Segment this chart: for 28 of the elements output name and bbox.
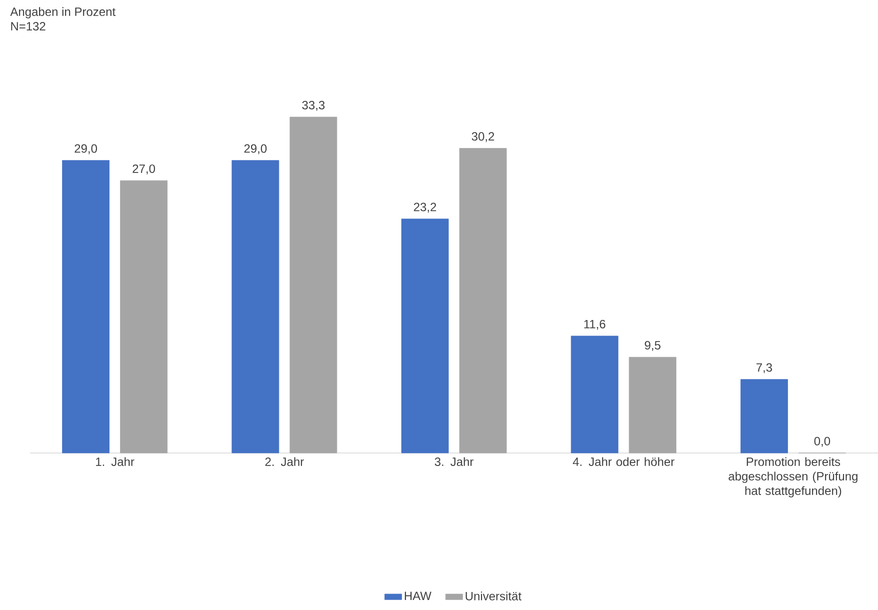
data-label: 11,6 (584, 320, 606, 330)
bar (62, 160, 110, 454)
bar (459, 148, 507, 454)
bar (570, 336, 618, 454)
chart-subtitle: N=132 (11, 22, 46, 31)
bar (120, 180, 168, 454)
bar (232, 160, 280, 454)
data-label: 29,0 (74, 144, 98, 154)
bar (740, 379, 788, 454)
data-label: 7,3 (756, 363, 772, 374)
data-label: 30,2 (472, 132, 494, 142)
bar (290, 116, 338, 454)
data-label: 9,5 (644, 341, 660, 351)
data-label: 29,0 (244, 144, 267, 154)
x-tick-label: 3. Jahr (434, 457, 474, 466)
chart-title: Angaben in Prozent (10, 7, 116, 18)
legend-label: Universität (466, 592, 522, 600)
x-tick-label: 1. Jahr (96, 457, 134, 466)
data-label: 23,2 (414, 202, 436, 213)
legend-label: HAW (404, 592, 432, 600)
x-tick-label: 4. Jahr oder höher (572, 457, 674, 466)
data-label: 33,3 (302, 100, 325, 111)
x-tick-label: Promotion bereits abgeschlossen (Prüfung hat stattgefunden) (728, 457, 858, 498)
x-tick-label: 2. Jahr (265, 457, 304, 466)
data-label: 0,0 (814, 436, 830, 447)
data-label: 27,0 (132, 164, 156, 174)
bar (628, 356, 676, 454)
bar (401, 218, 449, 454)
